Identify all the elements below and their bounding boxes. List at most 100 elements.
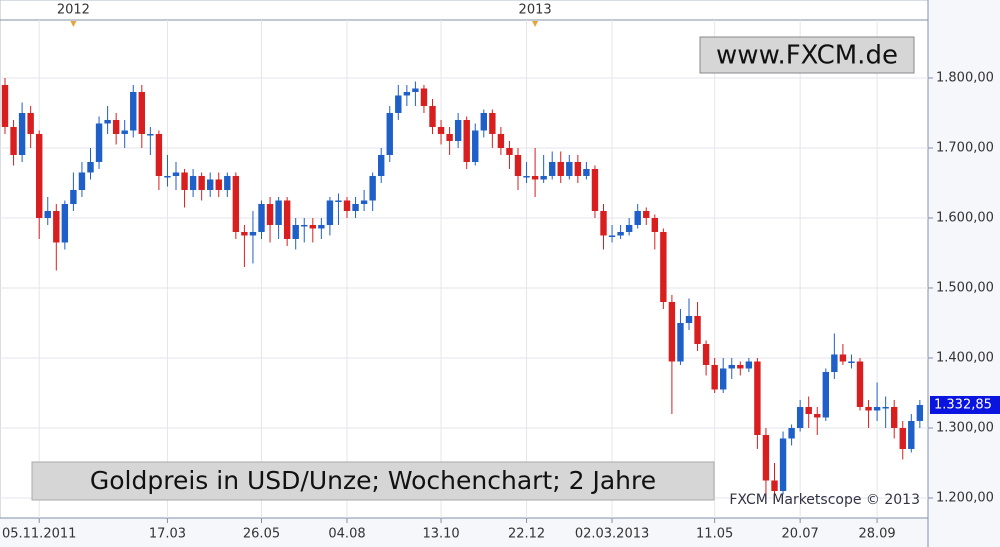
candle-body — [796, 406, 804, 428]
top-tick-label: 2012 — [57, 3, 90, 18]
candle-body — [540, 175, 547, 180]
candle-body — [87, 161, 94, 173]
candle-body — [181, 172, 188, 190]
candle-body — [531, 175, 539, 180]
candle-body — [472, 130, 479, 162]
candle-body — [720, 368, 727, 390]
candle-body — [207, 179, 214, 190]
candle-body — [352, 203, 359, 211]
candle-body — [164, 175, 171, 178]
candle-body — [651, 217, 658, 232]
candle-body — [189, 175, 197, 190]
candle-body — [591, 168, 599, 211]
candle-body — [309, 224, 316, 229]
candle-body — [873, 406, 881, 411]
candle-body — [1, 84, 9, 127]
candle-body — [728, 364, 735, 369]
candle-body — [882, 406, 889, 409]
candle-body — [412, 88, 419, 92]
candle-body — [155, 133, 163, 176]
x-tick-label: 05.11.2011 — [2, 527, 76, 542]
candle-body — [839, 354, 847, 362]
candle-body — [574, 161, 582, 176]
x-tick-label: 13.10 — [422, 527, 459, 542]
candle-body — [104, 119, 111, 124]
x-tick-label: 26.05 — [243, 527, 280, 542]
candle-body — [446, 133, 453, 141]
candle-body — [848, 361, 855, 363]
candle-body — [386, 112, 393, 155]
x-tick-label: 28.09 — [858, 527, 895, 542]
candle-body — [326, 200, 334, 225]
candle-body — [702, 343, 710, 365]
candle-body — [249, 231, 257, 236]
y-tick-label: 1.400,00 — [936, 350, 994, 365]
title-box — [31, 461, 715, 501]
candle-body — [762, 434, 770, 481]
candle-body — [600, 210, 607, 236]
candle-body — [831, 354, 838, 372]
candle-body — [53, 210, 60, 243]
candle-body — [685, 315, 693, 323]
candle-body — [497, 133, 505, 148]
x-tick-label: 22.12 — [508, 527, 545, 542]
candle-body — [891, 406, 898, 428]
candle-body — [138, 91, 145, 134]
candle-body — [198, 175, 205, 190]
candle-body — [677, 322, 684, 362]
candle-body — [429, 105, 436, 127]
x-tick-label: 02.03.2013 — [575, 527, 649, 542]
y-tick-label: 1.500,00 — [936, 280, 994, 295]
candle-body — [788, 427, 795, 439]
candle-body — [36, 133, 43, 218]
candle-body — [301, 224, 308, 227]
candle-body — [908, 420, 915, 449]
candle-body — [378, 154, 385, 176]
candle-body — [711, 364, 718, 390]
candle-body — [737, 364, 744, 369]
candle-body — [617, 231, 624, 236]
candle-body — [899, 427, 906, 449]
candle-body — [70, 189, 77, 204]
candle-body — [27, 112, 34, 134]
candle-body — [61, 203, 69, 243]
x-tick-label: 20.07 — [782, 527, 819, 542]
chart-title: Goldpreis in USD/Unze; Wochenchart; 2 Ja… — [90, 466, 656, 495]
candle-body — [805, 406, 812, 414]
y-tick-label: 1.800,00 — [936, 70, 994, 85]
candle-body — [343, 200, 351, 211]
candle-body — [745, 361, 753, 369]
candle-body — [771, 480, 778, 491]
candle-body — [437, 126, 445, 134]
candle-body — [583, 168, 590, 176]
candle-body — [335, 200, 342, 202]
candle-body — [625, 224, 633, 232]
candle-body — [292, 224, 299, 239]
candle-body — [283, 200, 291, 239]
candle-body — [224, 175, 231, 190]
candle-body — [420, 88, 428, 106]
last-price-box — [930, 395, 1000, 414]
candle-body — [112, 119, 120, 134]
candle-body — [489, 112, 496, 134]
candle-body — [44, 210, 51, 218]
x-axis-area — [0, 518, 928, 547]
candle-body — [634, 210, 641, 225]
candle-body — [463, 119, 470, 162]
plot-area — [0, 0, 929, 519]
top-tick-marker — [532, 21, 539, 27]
candle-body — [10, 126, 17, 155]
candle-body — [865, 406, 872, 411]
candle-body — [549, 161, 556, 176]
candle-body — [754, 361, 761, 435]
y-tick-label: 1.700,00 — [936, 140, 994, 155]
candle-body — [369, 175, 376, 201]
candle-body — [557, 161, 564, 176]
candle-body — [822, 371, 829, 418]
candle-body — [258, 203, 265, 232]
candle-body — [275, 200, 282, 225]
candle-body — [318, 224, 325, 229]
candle-body — [266, 203, 274, 225]
candle-body — [241, 231, 248, 236]
